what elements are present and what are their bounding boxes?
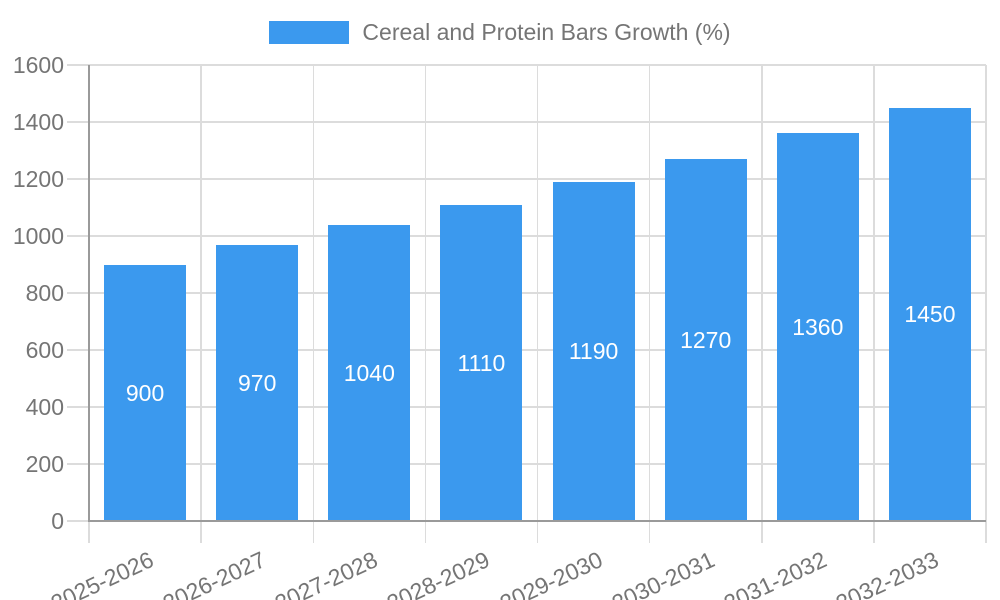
x-axis-tick-label: 2025-2026 xyxy=(46,546,158,600)
x-axis-tick-label: 2030-2031 xyxy=(607,546,719,600)
y-axis-tick-label: 200 xyxy=(25,451,64,477)
y-axis-tick-label: 1000 xyxy=(12,223,64,249)
y-axis-tick-label: 1600 xyxy=(12,52,64,78)
y-gridline xyxy=(67,349,986,351)
y-gridline xyxy=(67,121,986,123)
bar-value-label: 1450 xyxy=(904,301,956,328)
bar-value-label: 1360 xyxy=(792,314,844,341)
y-gridline xyxy=(67,235,986,237)
y-axis-tick-label: 1400 xyxy=(12,109,64,135)
x-axis-tick-label: 2032-2033 xyxy=(831,546,943,600)
x-gridline xyxy=(985,65,987,543)
x-axis-tick-label: 2026-2027 xyxy=(158,546,270,600)
x-axis-line xyxy=(88,520,986,522)
x-axis-tick-label: 2029-2030 xyxy=(495,546,607,600)
bar xyxy=(552,181,635,520)
y-axis-tick-label: 0 xyxy=(51,508,64,534)
x-gridline xyxy=(873,65,875,543)
bar xyxy=(440,204,523,520)
y-axis-line xyxy=(88,65,90,522)
bar-value-label: 1270 xyxy=(680,327,732,354)
bar xyxy=(888,107,971,520)
bar-value-label: 970 xyxy=(238,369,277,396)
x-axis-tick-label: 2028-2029 xyxy=(383,546,494,600)
y-axis-tick-label: 400 xyxy=(25,394,64,420)
bar xyxy=(664,159,747,520)
bar-value-label: 1110 xyxy=(457,349,506,376)
bar-value-label: 1040 xyxy=(343,359,395,386)
x-gridline xyxy=(536,65,539,543)
legend: Cereal and Protein Bars Growth (%) xyxy=(0,16,1000,48)
y-gridline xyxy=(67,406,986,408)
x-gridline xyxy=(200,65,202,543)
y-gridline xyxy=(67,463,986,465)
bar xyxy=(104,264,187,520)
bar xyxy=(216,244,299,520)
x-gridline xyxy=(761,65,763,543)
x-gridline xyxy=(648,65,651,543)
y-axis-tick-label: 600 xyxy=(25,337,64,363)
legend-swatch xyxy=(269,20,350,44)
y-gridline xyxy=(67,178,986,180)
bar xyxy=(328,224,411,520)
bar-value-label: 1190 xyxy=(568,338,619,365)
x-gridline xyxy=(424,65,427,543)
bar-value-label: 900 xyxy=(125,379,165,406)
legend-label: Cereal and Protein Bars Growth (%) xyxy=(362,18,731,45)
x-axis-tick-label: 2027-2028 xyxy=(271,546,382,600)
y-axis-tick-label: 1200 xyxy=(12,166,64,192)
x-axis-tick-label: 2031-2032 xyxy=(719,546,831,600)
y-axis-tick-label: 800 xyxy=(25,280,64,306)
y-gridline xyxy=(67,64,986,66)
x-gridline xyxy=(312,65,314,543)
bar xyxy=(776,133,859,520)
y-gridline xyxy=(67,292,986,294)
